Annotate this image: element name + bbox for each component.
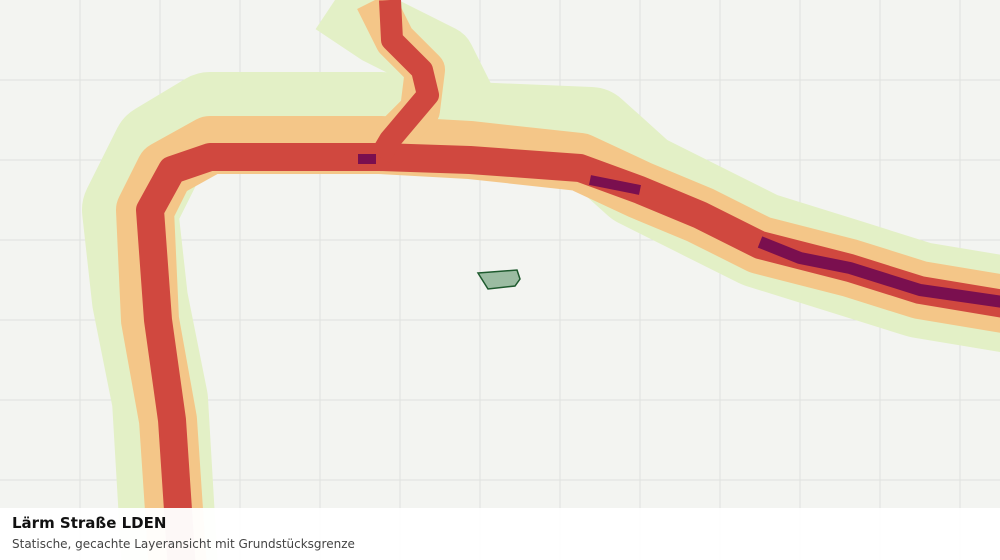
caption-panel: Lärm Straße LDEN Statische, gecachte Lay…: [0, 508, 1000, 560]
layer-subtitle: Statische, gecachte Layeransicht mit Gru…: [12, 537, 355, 551]
layer-title: Lärm Straße LDEN: [12, 514, 167, 532]
parcel-boundary: [476, 269, 521, 290]
noise-bands: [82, 0, 1000, 560]
